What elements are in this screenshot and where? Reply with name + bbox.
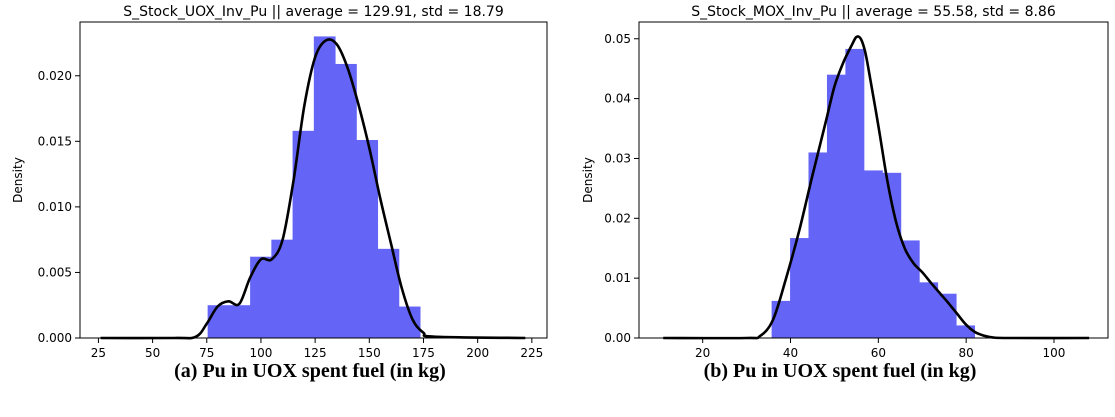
y-tick-label: 0.01 <box>604 271 631 285</box>
x-tick-label: 75 <box>199 346 214 360</box>
plot-frame <box>79 21 548 339</box>
y-tick-label: 0.000 <box>38 331 72 345</box>
x-tick-label: 40 <box>783 346 798 360</box>
bar-2 <box>808 152 828 338</box>
x-tick-label: 80 <box>959 346 974 360</box>
x-tick-label: 125 <box>304 346 327 360</box>
x-tick-label: 25 <box>91 346 106 360</box>
bar-6 <box>335 63 357 339</box>
y-axis-label: Density <box>11 157 25 203</box>
x-axis: 20 40 60 80 100 <box>695 338 1065 360</box>
bar-5 <box>863 170 883 338</box>
bar-3 <box>271 239 294 338</box>
x-tick-label: 100 <box>249 346 272 360</box>
y-tick-label: 0.03 <box>604 151 631 165</box>
histogram-bars <box>771 48 976 339</box>
y-tick-label: 0.020 <box>38 69 72 83</box>
bar-0 <box>207 305 230 338</box>
bar-3 <box>826 74 846 339</box>
y-tick-label: 0.02 <box>604 211 631 225</box>
bar-8 <box>919 282 939 338</box>
y-axis: 0.00 0.01 0.02 0.03 0.04 0.05 <box>604 32 639 345</box>
bar-7 <box>356 140 379 338</box>
x-tick-label: 150 <box>358 346 381 360</box>
bar-6 <box>882 172 902 338</box>
kde-line <box>100 38 526 340</box>
x-tick-label: 225 <box>520 346 543 360</box>
y-tick-label: 0.015 <box>38 134 72 148</box>
kde-line <box>663 35 1090 340</box>
chart-title: S_Stock_UOX_Inv_Pu || average = 129.91, … <box>123 4 504 20</box>
chart-b-mox: 20 40 60 80 100 0.00 0.01 0.02 0.03 0.04 0.05 Densi… <box>581 4 1109 360</box>
x-tick-label: 50 <box>145 346 160 360</box>
y-axis: 0.000 0.005 0.010 0.015 0.020 <box>38 69 80 345</box>
plot-frame <box>638 21 1109 339</box>
bar-2 <box>250 256 272 338</box>
chart-a-uox: 25 50 75 100 125 150 175 200 2250.0000.0050.0100… <box>11 4 548 360</box>
caption-a: (a) Pu in UOX spent fuel (in kg) <box>174 360 446 382</box>
bar-7 <box>900 240 920 338</box>
x-tick-label: 100 <box>1043 346 1066 360</box>
bar-8 <box>377 248 400 338</box>
y-tick-label: 0.005 <box>38 265 72 279</box>
y-axis-label: Density <box>581 157 595 203</box>
bar-5 <box>313 36 336 338</box>
caption-b: (b) Pu in UOX spent fuel (in kg) <box>703 360 977 382</box>
y-tick-label: 0.04 <box>604 92 631 106</box>
y-tick-label: 0.00 <box>604 331 631 345</box>
histogram-bars <box>207 36 421 339</box>
x-tick-label: 200 <box>466 346 489 360</box>
x-tick-label: 175 <box>412 346 435 360</box>
chart-title: S_Stock_MOX_Inv_Pu || average = 55.58, s… <box>691 4 1056 20</box>
x-tick-label: 60 <box>871 346 886 360</box>
x-tick-label: 20 <box>695 346 710 360</box>
x-axis: 25 50 75 100 125 150 175 200 225 <box>91 338 543 360</box>
bar-4 <box>292 130 315 338</box>
bar-1 <box>790 238 810 338</box>
bar-1 <box>228 305 251 338</box>
y-tick-label: 0.010 <box>38 200 72 214</box>
bar-9 <box>398 306 421 338</box>
bar-9 <box>937 293 957 338</box>
y-tick-label: 0.05 <box>604 32 631 46</box>
bar-4 <box>845 48 865 338</box>
